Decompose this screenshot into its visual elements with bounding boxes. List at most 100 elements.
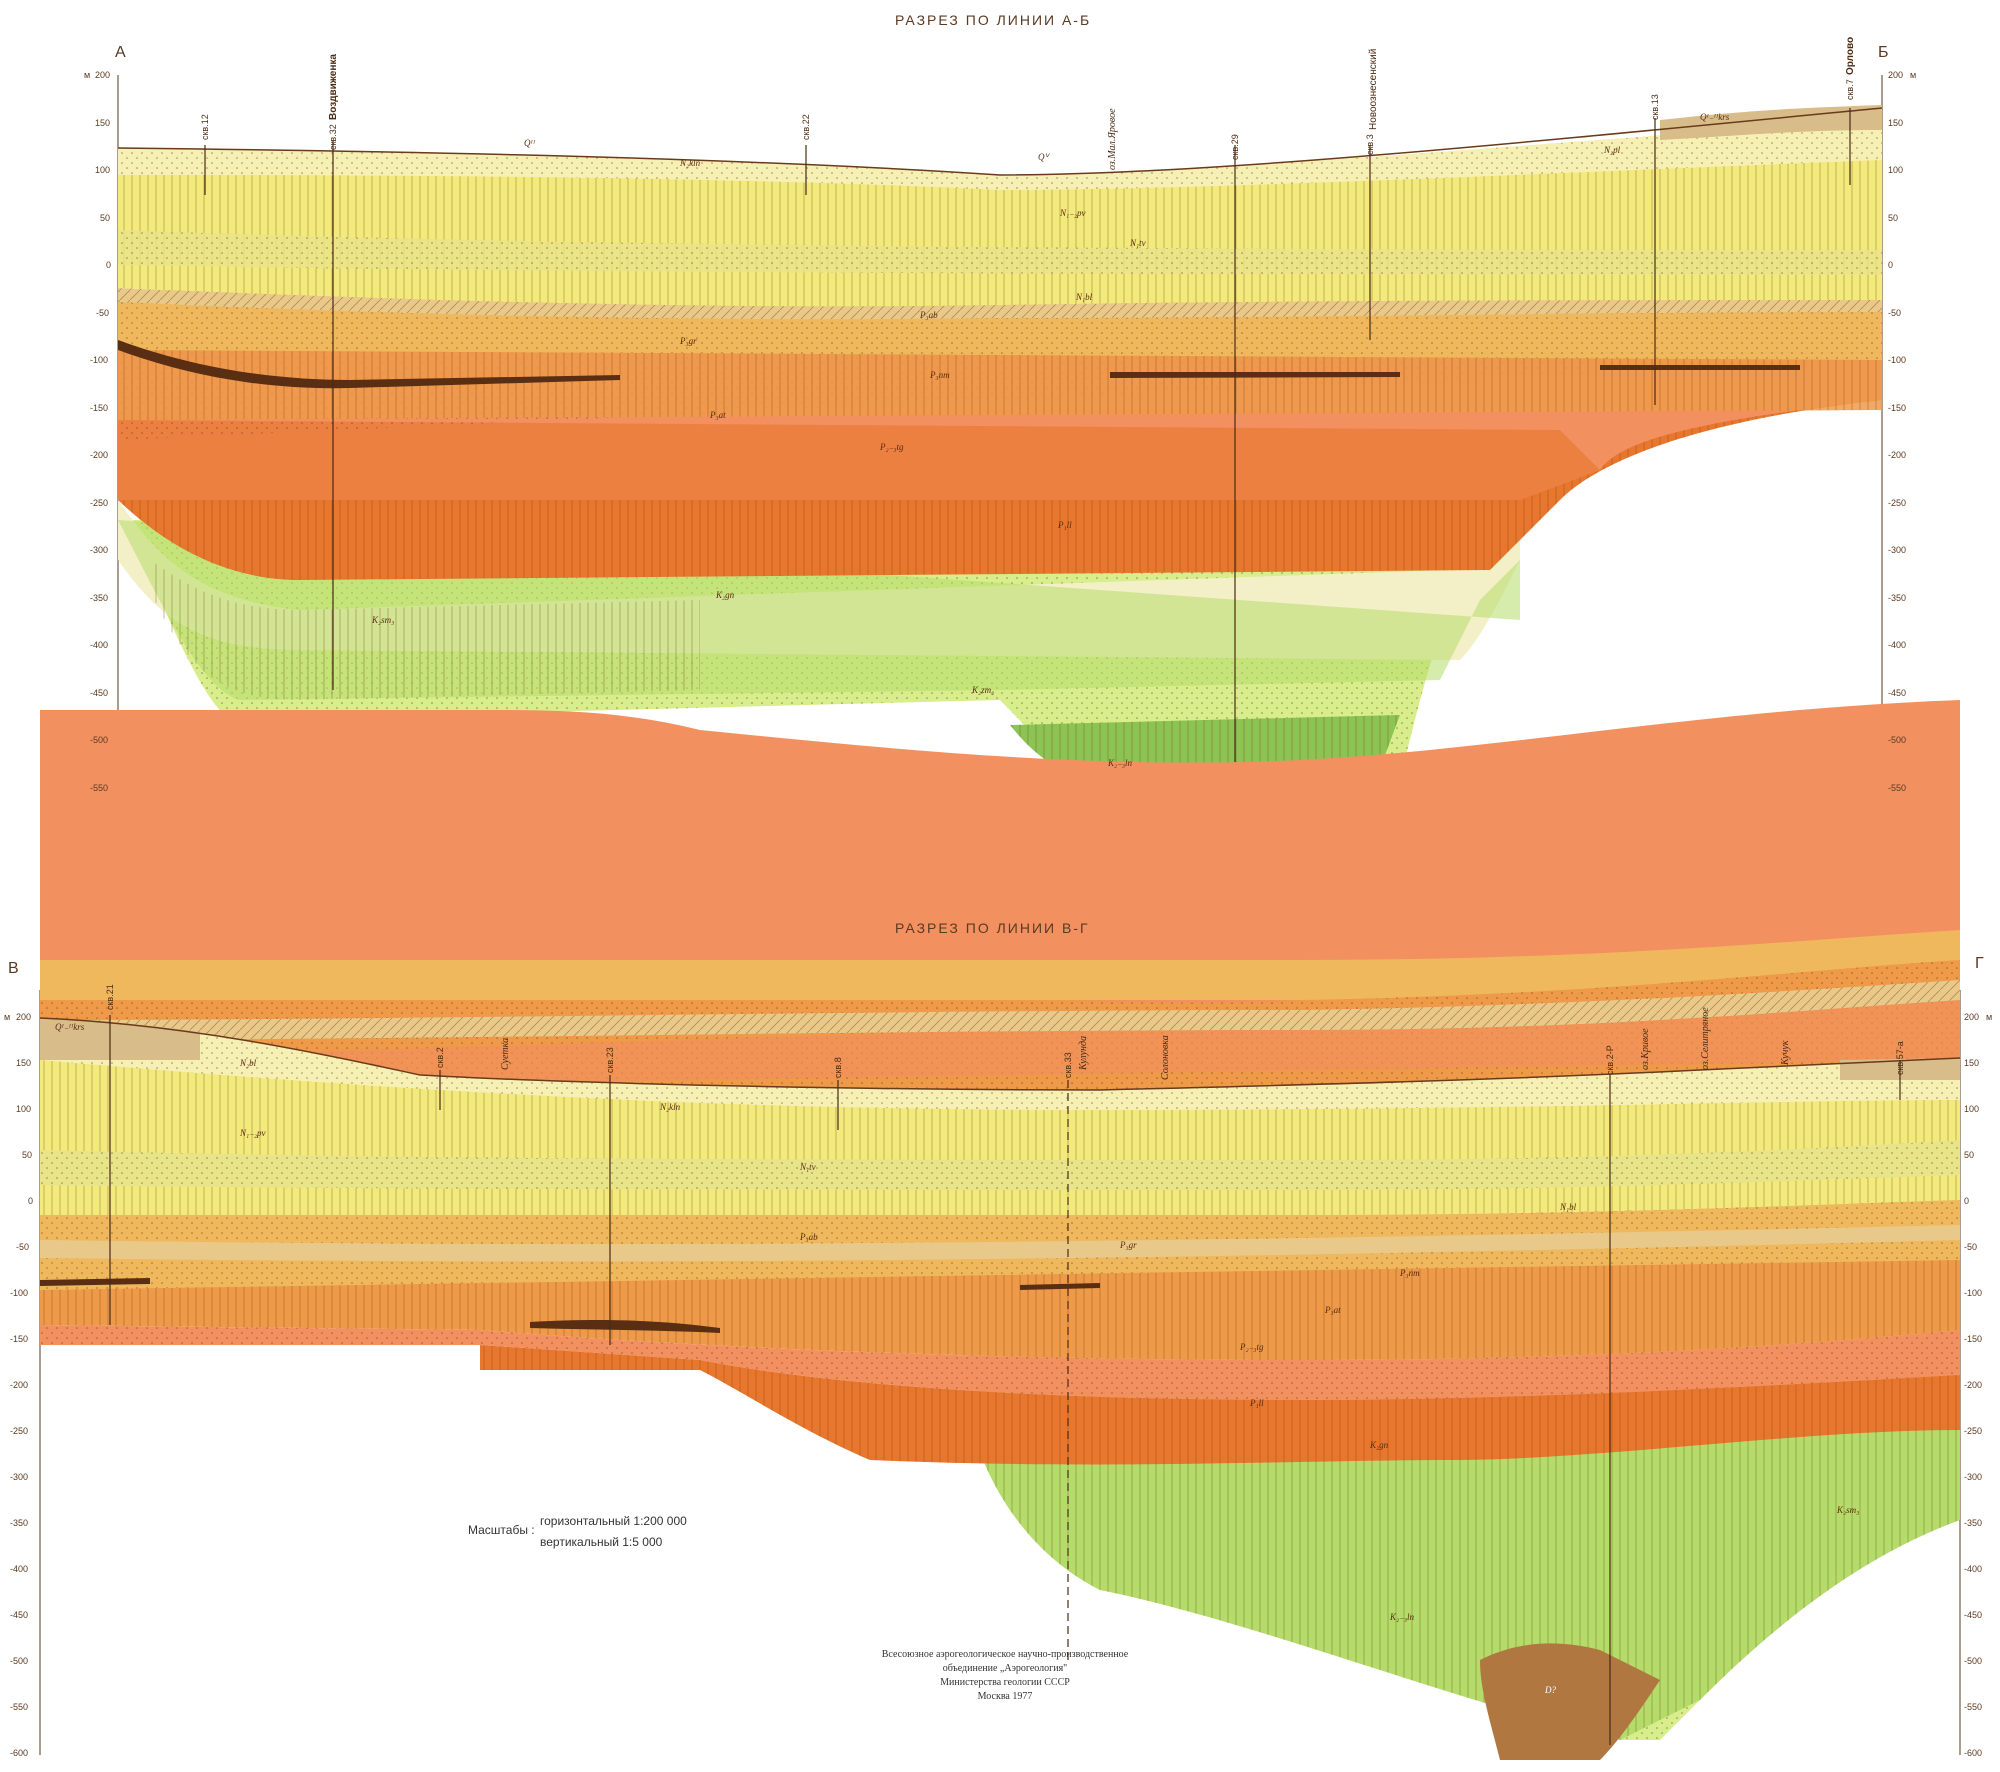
section2-title: РАЗРЕЗ ПО ЛИНИИ В-Г bbox=[895, 920, 1090, 936]
s1-rtick: 0 bbox=[1888, 260, 1894, 270]
s1-place-label: Новоознесенский bbox=[1368, 48, 1379, 130]
s2-place-label: Кучук bbox=[1780, 1040, 1791, 1065]
s2-fm: K₂sm₃ bbox=[1837, 1505, 1860, 1515]
s2-tick: -550 bbox=[10, 1702, 29, 1712]
s1-fm: K₂zm₂ bbox=[972, 685, 995, 695]
s1-fm: P₃at bbox=[710, 410, 726, 420]
s1-rtick: -400 bbox=[1888, 640, 1907, 650]
s2-tick: -300 bbox=[10, 1472, 29, 1482]
s1-rtick: -250 bbox=[1888, 498, 1907, 508]
s2-tick: 0 bbox=[28, 1196, 34, 1206]
s2-fm: N₁bl bbox=[1560, 1202, 1577, 1212]
s2-rtick: -400 bbox=[1964, 1564, 1983, 1574]
s2-well-label: скв.2-Р bbox=[1605, 1045, 1615, 1075]
s1-fm: N₁bl bbox=[1076, 292, 1093, 302]
s2-rtick: -50 bbox=[1964, 1242, 1978, 1252]
s2-well-label: скв.8 bbox=[833, 1057, 843, 1078]
s2-tick-unit: м bbox=[4, 1012, 11, 1022]
s2-tick: -50 bbox=[16, 1242, 30, 1252]
s1-tick: -450 bbox=[90, 688, 109, 698]
s1-rtick: -50 bbox=[1888, 308, 1902, 318]
s1-fm: K₂₋₃ln bbox=[1108, 758, 1133, 768]
credits-line: Москва 1977 bbox=[977, 1691, 1033, 1702]
s1-fm: P₃gr bbox=[680, 336, 697, 346]
s2-rtick: -450 bbox=[1964, 1610, 1983, 1620]
s2-fm: P₃at bbox=[1325, 1305, 1341, 1315]
s1-tick-unit: м bbox=[84, 70, 91, 80]
s1-tick: 100 bbox=[95, 165, 111, 175]
s2-place-label: оз.Кривое bbox=[1640, 1028, 1651, 1070]
s2-tick: -450 bbox=[10, 1610, 29, 1620]
section1-title: РАЗРЕЗ ПО ЛИНИИ А-Б bbox=[895, 12, 1092, 28]
credits-line: Всесоюзное аэрогеологическое научно-прои… bbox=[881, 1649, 1129, 1660]
s2-tick: -500 bbox=[10, 1656, 29, 1666]
s2-tick: -200 bbox=[10, 1380, 29, 1390]
s2-rtick: -250 bbox=[1964, 1426, 1983, 1436]
s1-well-label: скв.3 bbox=[1365, 134, 1375, 155]
s2-rtick: 50 bbox=[1964, 1150, 1975, 1160]
s2-rtick: -500 bbox=[1964, 1656, 1983, 1666]
s2-rtick: -200 bbox=[1964, 1380, 1983, 1390]
s1-tick: -200 bbox=[90, 450, 109, 460]
s2-fm: P₁ll bbox=[1250, 1398, 1264, 1408]
scales-label: Масштабы : bbox=[468, 1523, 535, 1537]
s1-place-label: оз.Мал.Яровое bbox=[1107, 108, 1118, 170]
s1-well-label: скв.29 bbox=[1230, 134, 1240, 160]
s1-tick: -50 bbox=[96, 308, 110, 318]
s2-rtick: -550 bbox=[1964, 1702, 1983, 1712]
s1-fm: N₁tv bbox=[1130, 238, 1146, 248]
credits-line: Министерства геологии СССР bbox=[940, 1677, 1070, 1688]
s1-fm: K₂gn bbox=[716, 590, 735, 600]
s2-fm: N₂bl bbox=[240, 1058, 257, 1068]
publisher-credits: Всесоюзное аэрогеологическое научно-прои… bbox=[860, 1648, 1150, 1704]
s2-fm: N₂kln bbox=[660, 1102, 681, 1112]
s2-well-label: скв.23 bbox=[605, 1047, 615, 1073]
s2-fm: K₂₋₃ln bbox=[1390, 1612, 1415, 1622]
s1-rtick: -500 bbox=[1888, 735, 1907, 745]
s2-fm: N₁tv bbox=[800, 1162, 816, 1172]
s1-well-label: скв.32 bbox=[328, 124, 338, 150]
s2-fm: N₁₋₂pv bbox=[240, 1128, 266, 1138]
s2-tick: -250 bbox=[10, 1426, 29, 1436]
s2-rtick-unit: м bbox=[1986, 1012, 1993, 1022]
s1-tick: 50 bbox=[100, 213, 111, 223]
s2-well-label: скв.57-а bbox=[1895, 1041, 1905, 1075]
s2-rtick: -300 bbox=[1964, 1472, 1983, 1482]
s2-tick: -150 bbox=[10, 1334, 29, 1344]
s2-well-label: скв.33 bbox=[1063, 1052, 1073, 1078]
scales-horizontal: горизонтальный 1:200 000 bbox=[540, 1514, 687, 1528]
s1-fm: P₂₋₃tg bbox=[880, 442, 904, 452]
s2-fm: Qᴵ₋ᴵᴵkrs bbox=[55, 1022, 85, 1032]
s2-fm: D? bbox=[1545, 1685, 1556, 1695]
s2-place-label: Кулунда bbox=[1078, 1035, 1089, 1070]
s1-rtick: -450 bbox=[1888, 688, 1907, 698]
s2-rtick: -100 bbox=[1964, 1288, 1983, 1298]
s1-fm: N₂pl bbox=[1604, 145, 1621, 155]
s2-tick: 100 bbox=[16, 1104, 32, 1114]
s1-rtick: -100 bbox=[1888, 355, 1907, 365]
s1-rtick: 150 bbox=[1888, 118, 1904, 128]
s1-fm: Qᴵᴵ bbox=[524, 138, 536, 148]
s2-place-label: Солоновка bbox=[1160, 1035, 1171, 1080]
s1-well-label: скв.13 bbox=[1650, 94, 1660, 120]
s1-fm: P₁ll bbox=[1058, 520, 1072, 530]
s2-tick: -350 bbox=[10, 1518, 29, 1528]
s1-rtick: 100 bbox=[1888, 165, 1904, 175]
s2-rtick: 200 bbox=[1964, 1012, 1980, 1022]
s1-rtick: -200 bbox=[1888, 450, 1907, 460]
s2-well-label: скв.2 bbox=[435, 1047, 445, 1068]
s1-rtick: -300 bbox=[1888, 545, 1907, 555]
s1-coal-seam-right bbox=[1600, 365, 1800, 370]
s1-fm: P₃nm bbox=[930, 370, 950, 380]
section1-right-label: Б bbox=[1878, 44, 1889, 61]
section2-left-label: В bbox=[8, 960, 19, 977]
s2-tick: 50 bbox=[22, 1150, 33, 1160]
s2-place-label: Суетка bbox=[500, 1037, 511, 1070]
section1-left-label: А bbox=[115, 44, 126, 61]
s1-rtick: 200 bbox=[1888, 70, 1904, 80]
s2-fm: P₃nm bbox=[1400, 1268, 1420, 1278]
s2-layer-devonian bbox=[1480, 1643, 1660, 1760]
s2-place-label: оз.Селитряное bbox=[1700, 1007, 1711, 1070]
s1-tick: 200 bbox=[95, 70, 111, 80]
